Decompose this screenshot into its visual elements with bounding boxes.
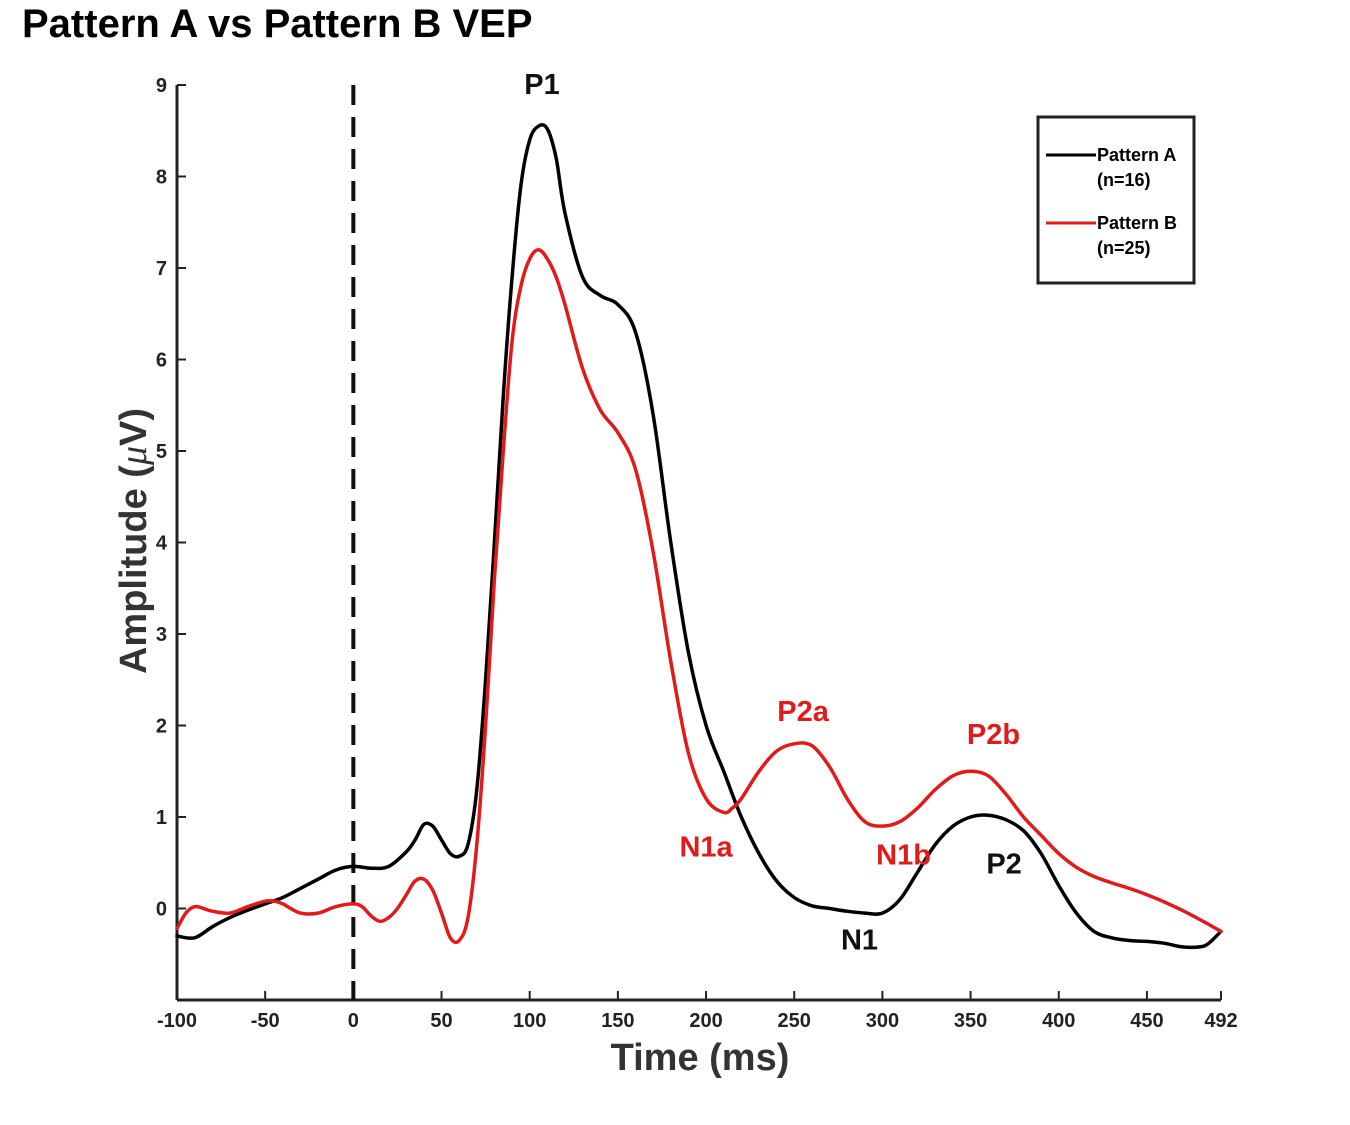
y-axis-title: Amplitude (μV) [113, 408, 155, 674]
legend: Pattern A (n=16) Pattern B (n=25) [1036, 115, 1196, 285]
series-line-pattern-a [175, 123, 1223, 950]
legend-label-pattern-a: Pattern A [1097, 145, 1176, 165]
x-tick-label: 200 [689, 1010, 722, 1032]
peak-label-p2b: P2b [967, 719, 1020, 751]
y-tick-label: 1 [156, 807, 167, 829]
x-tick-label: 150 [601, 1010, 634, 1032]
peak-label-p2a: P2a [777, 696, 829, 728]
x-tick-label: 300 [866, 1010, 899, 1032]
y-tick-label: 0 [156, 899, 167, 921]
x-tick-label: 50 [430, 1010, 452, 1032]
x-tick-label: 250 [778, 1010, 811, 1032]
x-tick-label: 450 [1130, 1010, 1163, 1032]
x-tick-label: 350 [954, 1010, 987, 1032]
series-layer [175, 123, 1223, 950]
y-tick-label: 9 [156, 75, 167, 97]
x-tick-label: 400 [1042, 1010, 1075, 1032]
y-axis-title-mu: μ [113, 446, 155, 466]
y-tick-label: 3 [156, 624, 167, 646]
y-axis-title-unit: V) [113, 408, 155, 446]
y-tick-label: 6 [156, 350, 167, 372]
chart-title: Pattern A vs Pattern B VEP [22, 2, 533, 46]
x-axis-title: Time (ms) [611, 1037, 790, 1079]
legend-sublabel-pattern-a: (n=16) [1097, 170, 1151, 190]
peak-label-n1b: N1b [876, 840, 931, 872]
ticks: -100 -50 0 50 100 150 200 250 300 350 400 450 492 0 1 2… [156, 75, 1238, 1032]
peak-annotations: P1 N1 P2 N1a P2a N1b P2b [524, 69, 1022, 957]
peak-label-p2: P2 [986, 849, 1021, 881]
x-tick-label: 0 [348, 1010, 359, 1032]
x-tick-label: -100 [157, 1010, 197, 1032]
series-line-pattern-b [175, 247, 1223, 945]
x-tick-label: 492 [1204, 1010, 1237, 1032]
legend-sublabel-pattern-b: (n=25) [1097, 238, 1151, 258]
y-tick-label: 5 [156, 441, 167, 463]
peak-label-p1: P1 [524, 69, 559, 101]
y-tick-label: 7 [156, 258, 167, 280]
y-tick-label: 8 [156, 167, 167, 189]
y-tick-label: 2 [156, 716, 167, 738]
y-tick-label: 4 [156, 533, 168, 555]
peak-label-n1: N1 [841, 925, 878, 957]
x-tick-label: -50 [251, 1010, 280, 1032]
legend-label-pattern-b: Pattern B [1097, 213, 1177, 233]
x-tick-label: 100 [513, 1010, 546, 1032]
legend-box [1036, 115, 1196, 285]
y-axis-title-main: Amplitude ( [113, 465, 155, 674]
peak-label-n1a: N1a [679, 831, 733, 863]
